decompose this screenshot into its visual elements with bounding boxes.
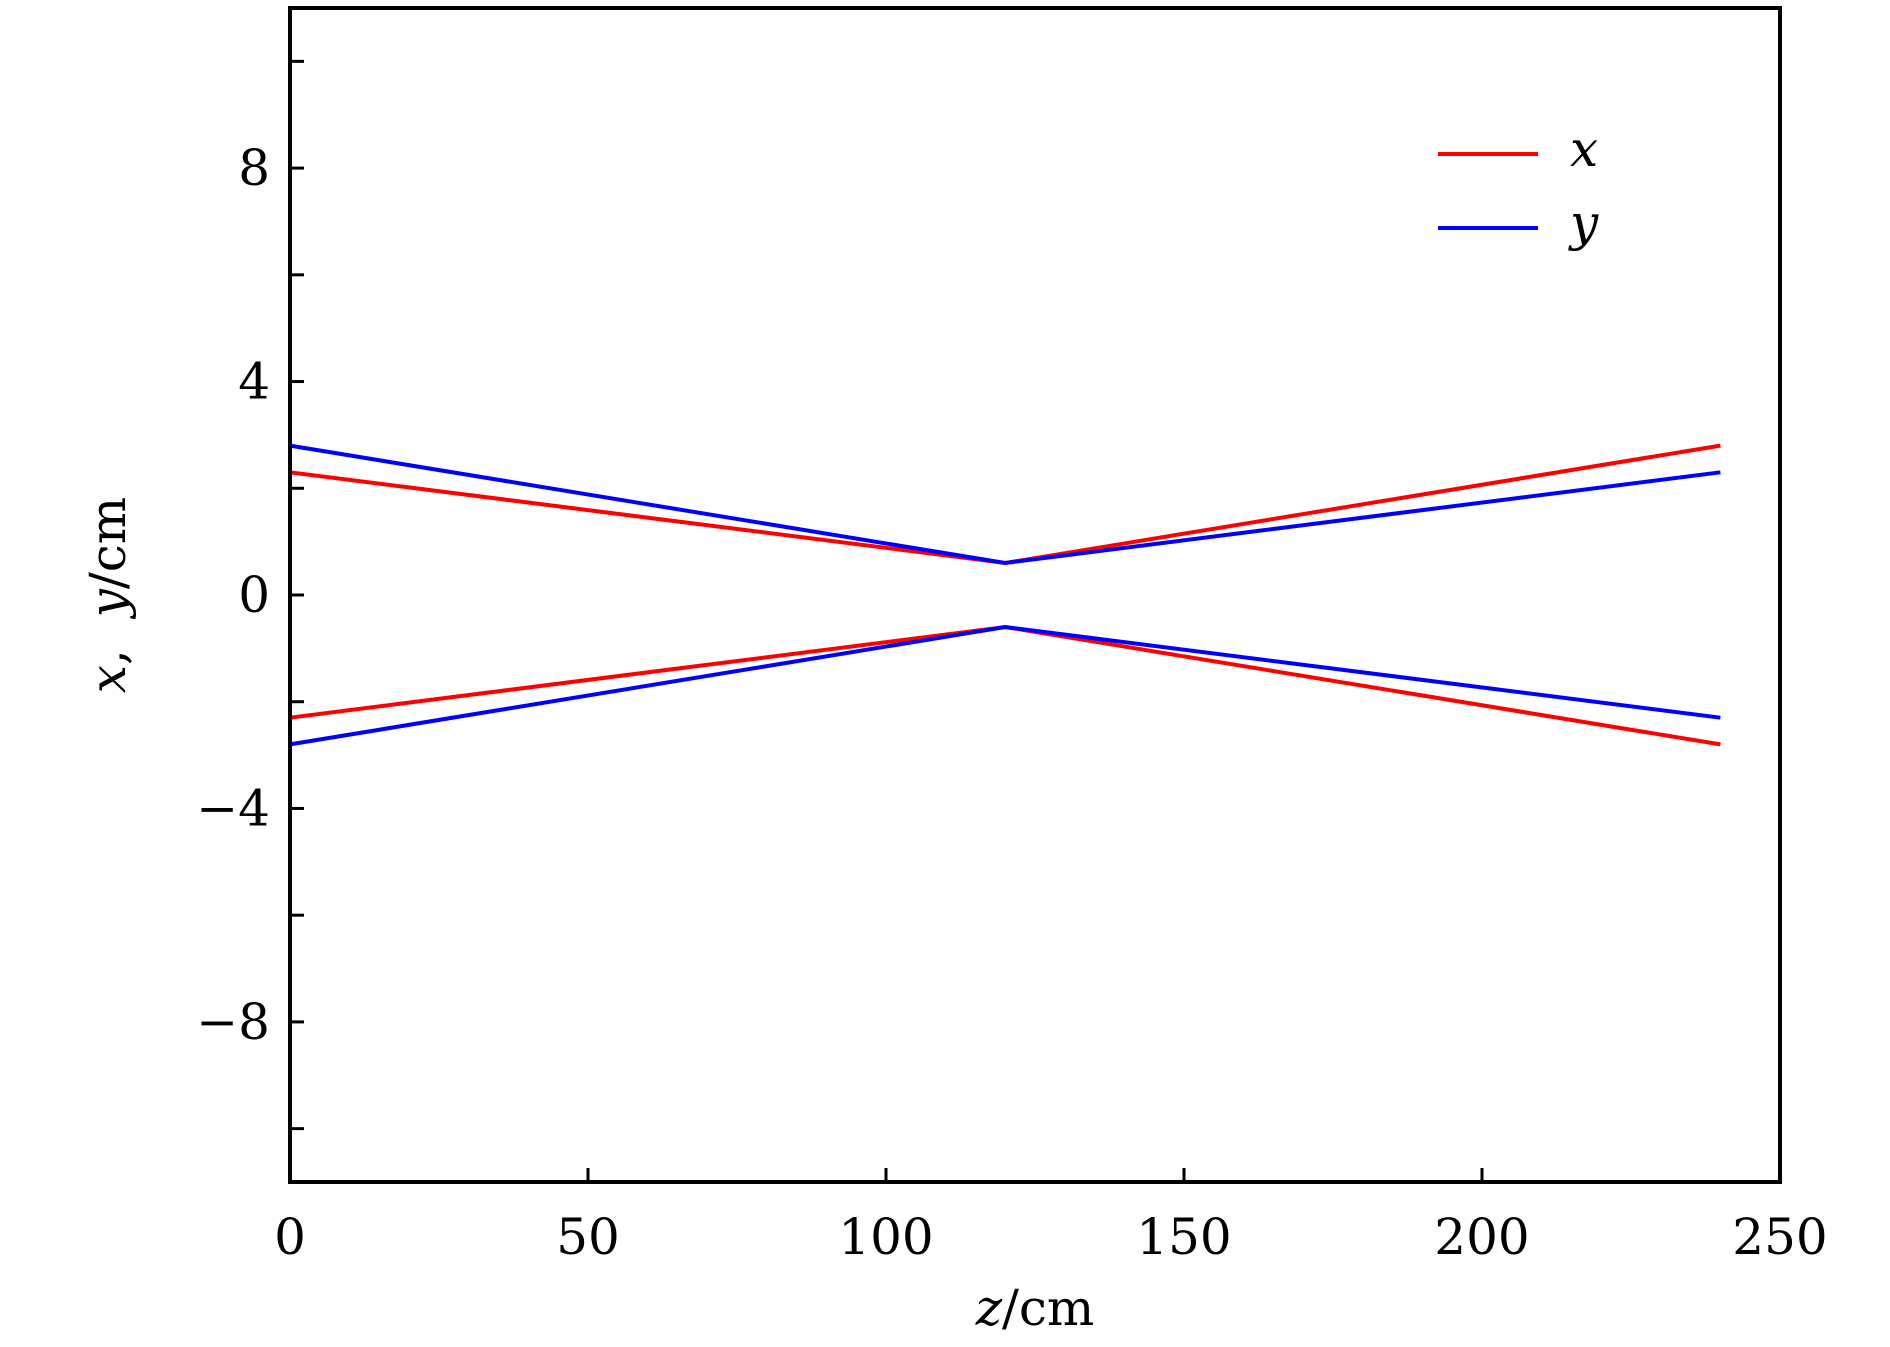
- series-x-line-2: [289, 624, 1721, 747]
- y-tick-label: 8: [238, 139, 270, 197]
- x-axis-label: z/cm: [975, 1279, 1095, 1337]
- x-axis-label-unit: /cm: [1002, 1279, 1094, 1337]
- y-tick-label: −8: [196, 993, 270, 1051]
- legend: xy: [1438, 120, 1599, 252]
- series-y-line-2: [289, 624, 1721, 747]
- plot-frame: [288, 6, 1782, 1184]
- y-axis-label-sep: ,: [79, 617, 137, 665]
- x-tick-label: 150: [1136, 1208, 1231, 1266]
- y-axis-label-unit: /cm: [79, 497, 137, 589]
- x-tick-label: 100: [838, 1208, 933, 1266]
- tick-layer: 0 50 100 150 200 250 −8 −4 0 4 8: [196, 59, 1828, 1266]
- y-axis-label-var2: y: [79, 588, 137, 619]
- x-axis-label-var: z: [975, 1279, 1003, 1337]
- legend-label-y: y: [1568, 194, 1599, 252]
- y-axis-label-var1: x: [79, 665, 137, 693]
- series-y-line-1: [289, 443, 1721, 566]
- x-tick-label: 50: [556, 1208, 620, 1266]
- y-tick-label: 4: [238, 353, 270, 411]
- legend-label-x: x: [1570, 120, 1598, 178]
- x-tick-label: 250: [1732, 1208, 1827, 1266]
- x-tick-label: 0: [274, 1208, 306, 1266]
- y-tick-label: 0: [238, 566, 270, 624]
- y-tick-label: −4: [196, 779, 270, 837]
- series-layer: [289, 443, 1721, 747]
- series-x-line-1: [289, 443, 1721, 566]
- x-tick-label: 200: [1434, 1208, 1529, 1266]
- y-axis-label: x, y/cm: [79, 497, 137, 693]
